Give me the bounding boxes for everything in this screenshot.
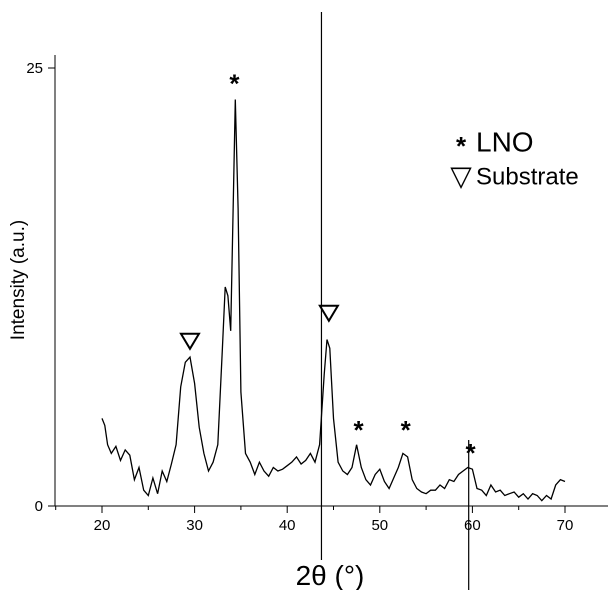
reference-lines <box>320 12 470 590</box>
x-tick-label: 20 <box>94 517 111 534</box>
legend-marker-lno: * <box>456 131 467 161</box>
x-tick-label: 70 <box>557 517 574 534</box>
lno-peak-marker: * <box>465 438 476 468</box>
y-tick-label: 25 <box>26 60 43 77</box>
legend-label-substrate: Substrate <box>476 163 579 190</box>
legend: * LNO ▽ Substrate <box>450 126 579 191</box>
legend-marker-substrate: ▽ <box>450 160 472 191</box>
x-tick-label: 30 <box>186 517 203 534</box>
x-tick-label: 40 <box>279 517 296 534</box>
y-axis-label: Intensity (a.u.) <box>8 220 29 340</box>
x-tick-label: 60 <box>464 517 481 534</box>
substrate-peak-marker <box>179 332 201 351</box>
y-tick-label: 0 <box>35 498 43 515</box>
lno-peak-marker: * <box>229 68 240 98</box>
series-line <box>101 99 566 502</box>
peak-annotations: * * * * <box>179 68 476 468</box>
lno-peak-marker: * <box>353 415 364 445</box>
y-ticks: 0 25 <box>26 60 55 515</box>
substrate-peak-marker <box>318 304 340 323</box>
x-ticks: 20 30 40 50 60 70 <box>55 506 574 534</box>
x-tick-label: 50 <box>371 517 388 534</box>
legend-label-lno: LNO <box>476 126 534 157</box>
lno-peak-marker: * <box>401 415 412 445</box>
x-axis-label: 2θ (°) <box>296 560 365 590</box>
